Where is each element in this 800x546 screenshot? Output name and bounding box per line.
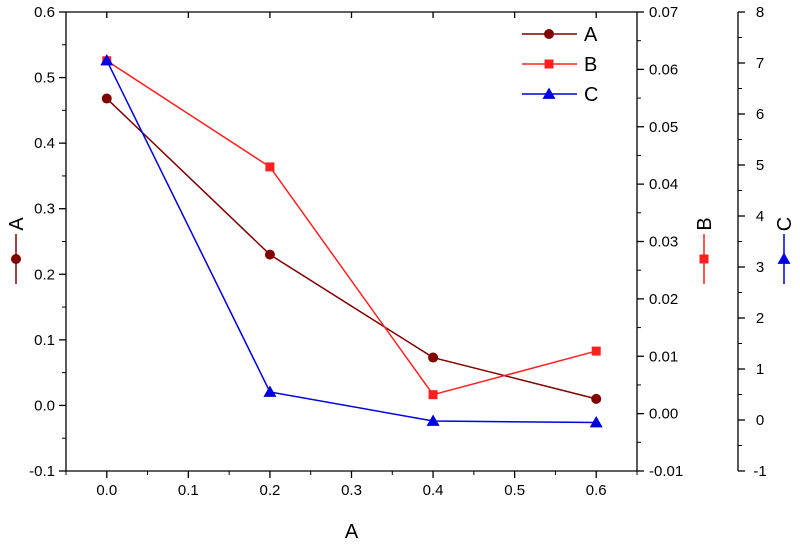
y-tick-label-b: 0.00	[649, 406, 678, 423]
x-tick-label: 0.3	[341, 482, 362, 499]
series-line-c	[106, 60, 597, 424]
data-point-b	[591, 346, 601, 356]
y-tick-label-b: 0.02	[649, 291, 678, 308]
y-tick-label-b: 0.01	[649, 348, 678, 365]
x-axis-title: A	[345, 521, 359, 543]
legend-label-b: B	[584, 54, 597, 76]
y-tick-label-c: 1	[756, 361, 764, 378]
x-tick-label: 0.6	[586, 482, 607, 499]
y-tick-label-c: 4	[756, 208, 764, 225]
y-tick-label-b: 0.03	[649, 234, 678, 251]
y-tick-label-c: 6	[756, 106, 764, 123]
y-tick-label-b: 0.06	[649, 61, 678, 78]
x-tick-label: 0.4	[423, 482, 444, 499]
y-tick-label-a: 0.0	[34, 397, 55, 414]
y-tick-label-c: 8	[756, 4, 764, 21]
y-axis-title-a: A	[6, 217, 28, 231]
y-tick-label-a: 0.3	[34, 201, 55, 218]
x-tick-label: 0.0	[96, 482, 117, 499]
y-axis-title-c: C	[774, 217, 796, 231]
y-axis-title-b: B	[694, 217, 716, 230]
data-point-c	[263, 385, 277, 397]
data-point-b	[265, 162, 275, 172]
y-tick-label-b: 0.07	[649, 4, 678, 21]
legend-marker-c	[542, 87, 556, 99]
y-tick-label-a: 0.2	[34, 266, 55, 283]
data-point-a	[591, 393, 602, 404]
data-point-c	[589, 416, 603, 428]
y-tick-label-a: 0.4	[34, 135, 55, 152]
data-point-b	[428, 390, 438, 400]
data-point-c	[100, 53, 114, 66]
legend-marker-a	[544, 29, 554, 39]
data-point-a	[428, 352, 439, 363]
data-point-c	[426, 414, 440, 426]
x-tick-label: 0.5	[504, 482, 525, 499]
y-tick-label-b: 0.04	[649, 176, 678, 193]
series-line-b	[106, 60, 597, 396]
y-axis-title-symbol-marker	[699, 254, 709, 264]
data-point-a	[264, 249, 275, 260]
y-tick-label-a: 0.5	[34, 70, 55, 87]
x-tick-label: 0.1	[178, 482, 199, 499]
y-tick-label-c: 2	[756, 310, 764, 327]
y-tick-label-c: -1	[753, 463, 766, 480]
y-tick-label-a: 0.1	[34, 332, 55, 349]
y-axis-title-symbol-marker	[11, 254, 21, 264]
y-tick-label-a: 0.6	[34, 4, 55, 21]
y-axis-title-symbol-marker	[777, 252, 791, 264]
y-tick-label-c: 5	[756, 157, 764, 174]
legend-marker-b	[544, 59, 554, 69]
x-tick-label: 0.2	[259, 482, 280, 499]
y-tick-label-a: -0.1	[29, 463, 55, 480]
y-tick-label-b: 0.05	[649, 119, 678, 136]
legend-label-a: A	[584, 24, 598, 46]
y-tick-label-c: 0	[756, 412, 764, 429]
legend-label-c: C	[584, 84, 598, 106]
y-tick-label-c: 3	[756, 259, 764, 276]
data-point-a	[101, 93, 112, 104]
y-tick-label-b: -0.01	[649, 463, 683, 480]
y-tick-label-c: 7	[756, 55, 764, 72]
series-line-a	[106, 98, 597, 400]
